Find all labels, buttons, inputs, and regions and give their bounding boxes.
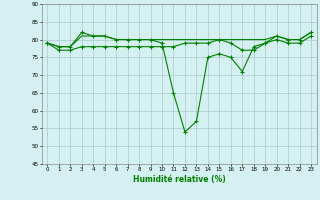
X-axis label: Humidité relative (%): Humidité relative (%) (133, 175, 226, 184)
